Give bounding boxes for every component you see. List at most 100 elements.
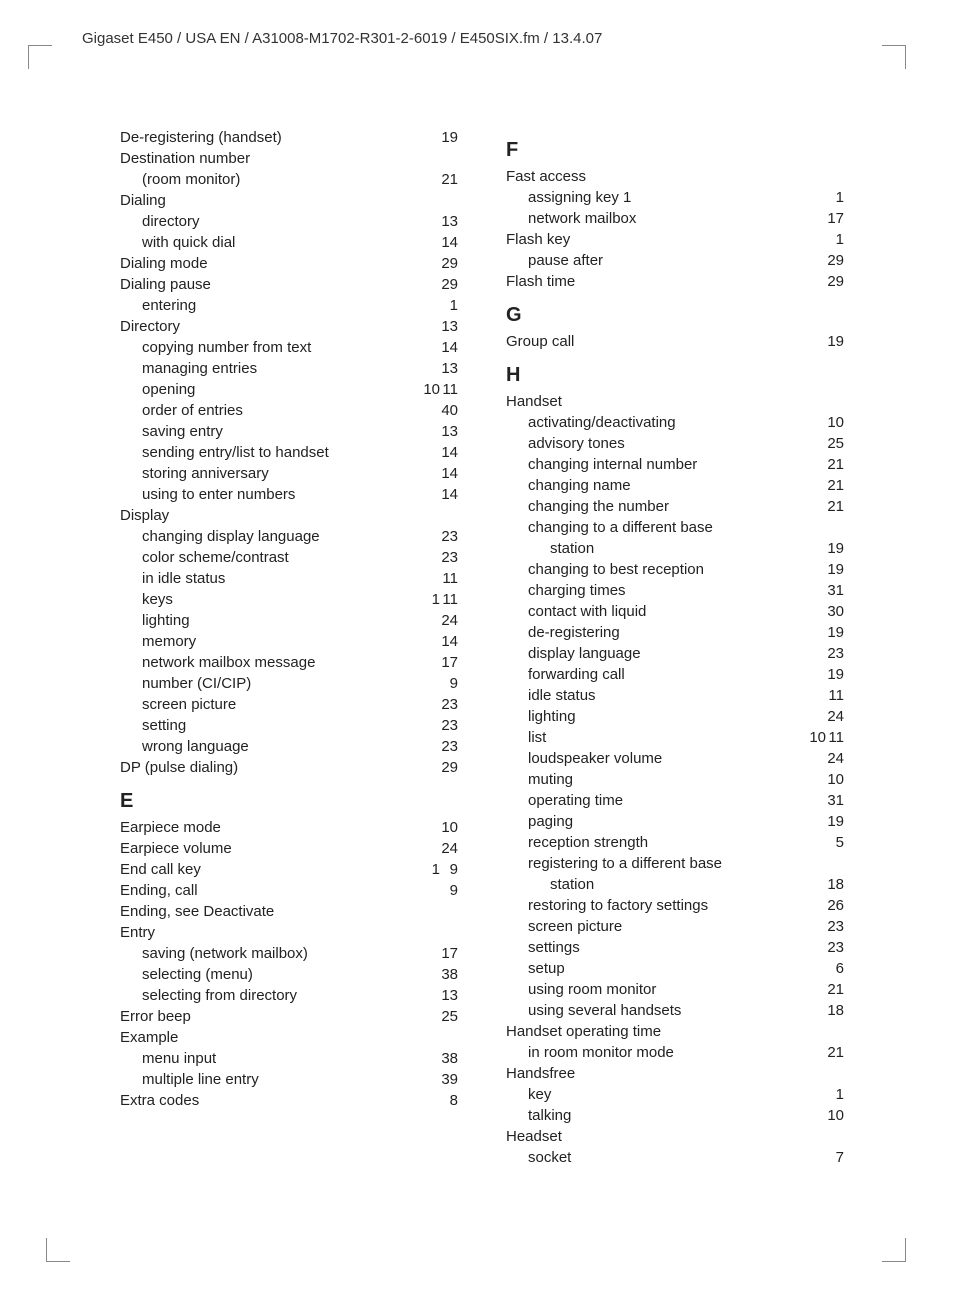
- index-entry: charging times31: [506, 580, 844, 601]
- index-entry-label: De-registering (handset): [120, 127, 439, 148]
- index-entry: Flash time29: [506, 271, 844, 292]
- index-entry: de-registering19: [506, 622, 844, 643]
- index-entry: changing name21: [506, 475, 844, 496]
- index-entry-label: managing entries: [120, 358, 439, 379]
- index-entry-pages: 6: [826, 958, 844, 979]
- index-entry-label: in idle status: [120, 568, 440, 589]
- index-entry-label: operating time: [506, 790, 825, 811]
- index-entry-label: screen picture: [506, 916, 825, 937]
- index-entry-label: copying number from text: [120, 337, 439, 358]
- index-entry-label: number (CI/CIP): [120, 673, 440, 694]
- index-entry-label: changing display language: [120, 526, 439, 547]
- index-entry-label: Entry: [120, 922, 458, 943]
- page-number: 1: [828, 1084, 844, 1105]
- page-number: 14: [441, 463, 458, 484]
- page-number: 21: [827, 454, 844, 475]
- index-entry-pages: 19: [825, 559, 844, 580]
- index-entry: registering to a different base: [506, 853, 844, 874]
- index-entry-label: selecting (menu): [120, 964, 439, 985]
- index-entry: Error beep25: [120, 1006, 458, 1027]
- index-entry: Display: [120, 505, 458, 526]
- index-entry: setting23: [120, 715, 458, 736]
- index-entry-pages: 24: [439, 838, 458, 859]
- page-number: 19: [827, 622, 844, 643]
- crop-mark-tl: [28, 45, 52, 69]
- index-entry-pages: 29: [439, 757, 458, 778]
- index-entry-pages: 19: [439, 127, 458, 148]
- page-number: 19: [827, 811, 844, 832]
- index-entry-pages: 29: [825, 271, 844, 292]
- index-entry-label: Ending, see Deactivate: [120, 901, 458, 922]
- index-entry-label: Handsfree: [506, 1063, 844, 1084]
- index-entry: using room monitor21: [506, 979, 844, 1000]
- index-entry-label: storing anniversary: [120, 463, 439, 484]
- index-entry-label: Headset: [506, 1126, 844, 1147]
- index-entry: Ending, see Deactivate: [120, 901, 458, 922]
- index-entry-pages: 38: [439, 1048, 458, 1069]
- index-entry: keys111: [120, 589, 458, 610]
- index-entry-pages: 1011: [421, 379, 458, 400]
- page-number: 30: [827, 601, 844, 622]
- index-entry: directory13: [120, 211, 458, 232]
- page-number: 6: [828, 958, 844, 979]
- index-entry-label: Dialing: [120, 190, 458, 211]
- index-entry-pages: 13: [439, 985, 458, 1006]
- page-number: 11: [828, 727, 844, 748]
- index-entry-pages: 14: [439, 631, 458, 652]
- index-entry: using to enter numbers14: [120, 484, 458, 505]
- index-entry-label: using several handsets: [506, 1000, 825, 1021]
- index-entry-pages: 21: [825, 1042, 844, 1063]
- index-entry-label: Dialing pause: [120, 274, 439, 295]
- index-entry-pages: 19: [825, 622, 844, 643]
- index-entry-pages: 23: [439, 736, 458, 757]
- page-number: 9: [442, 859, 458, 880]
- index-entry: forwarding call19: [506, 664, 844, 685]
- page-number: 13: [441, 358, 458, 379]
- page-number: 19: [827, 331, 844, 352]
- page-number: 10: [441, 817, 458, 838]
- index-entry: Handset: [506, 391, 844, 412]
- page-number: 38: [441, 964, 458, 985]
- index-entry-pages: 39: [439, 1069, 458, 1090]
- index-entry: lighting24: [120, 610, 458, 631]
- page-number: 14: [441, 442, 458, 463]
- index-entry: storing anniversary14: [120, 463, 458, 484]
- index-entry: Entry: [120, 922, 458, 943]
- index-entry: Dialing: [120, 190, 458, 211]
- index-entry: saving (network mailbox)17: [120, 943, 458, 964]
- index-entry-label: network mailbox: [506, 208, 825, 229]
- page-number: 24: [441, 838, 458, 859]
- index-entry-label: de-registering: [506, 622, 825, 643]
- index-entry-label: keys: [120, 589, 422, 610]
- index-entry: number (CI/CIP)9: [120, 673, 458, 694]
- page-number: 10: [423, 379, 440, 400]
- index-entry-pages: 19: [825, 331, 844, 352]
- page-number: 31: [827, 580, 844, 601]
- index-entry: list1011: [506, 727, 844, 748]
- index-entry-pages: 29: [825, 250, 844, 271]
- index-entry-pages: 24: [825, 706, 844, 727]
- index-entry-label: station: [506, 874, 825, 895]
- page-number: 5: [828, 832, 844, 853]
- index-entry: assigning key 11: [506, 187, 844, 208]
- page-number: 19: [827, 664, 844, 685]
- index-entry: DP (pulse dialing)29: [120, 757, 458, 778]
- index-entry-pages: 10: [825, 412, 844, 433]
- index-entry-label: using to enter numbers: [120, 484, 439, 505]
- index-entry: reception strength5: [506, 832, 844, 853]
- index-entry: changing the number21: [506, 496, 844, 517]
- index-entry-label: Fast access: [506, 166, 844, 187]
- page-number: 1: [424, 589, 440, 610]
- index-entry: Fast access: [506, 166, 844, 187]
- index-entry-pages: 24: [825, 748, 844, 769]
- index-entry-label: Earpiece mode: [120, 817, 439, 838]
- index-entry: changing to a different base: [506, 517, 844, 538]
- index-entry-label: idle status: [506, 685, 826, 706]
- index-entry-pages: 8: [440, 1090, 458, 1111]
- page-number: 13: [441, 985, 458, 1006]
- index-entry: changing internal number21: [506, 454, 844, 475]
- page-number: 14: [441, 484, 458, 505]
- page-number: 11: [442, 589, 458, 610]
- index-entry-label: menu input: [120, 1048, 439, 1069]
- index-entry-pages: 14: [439, 463, 458, 484]
